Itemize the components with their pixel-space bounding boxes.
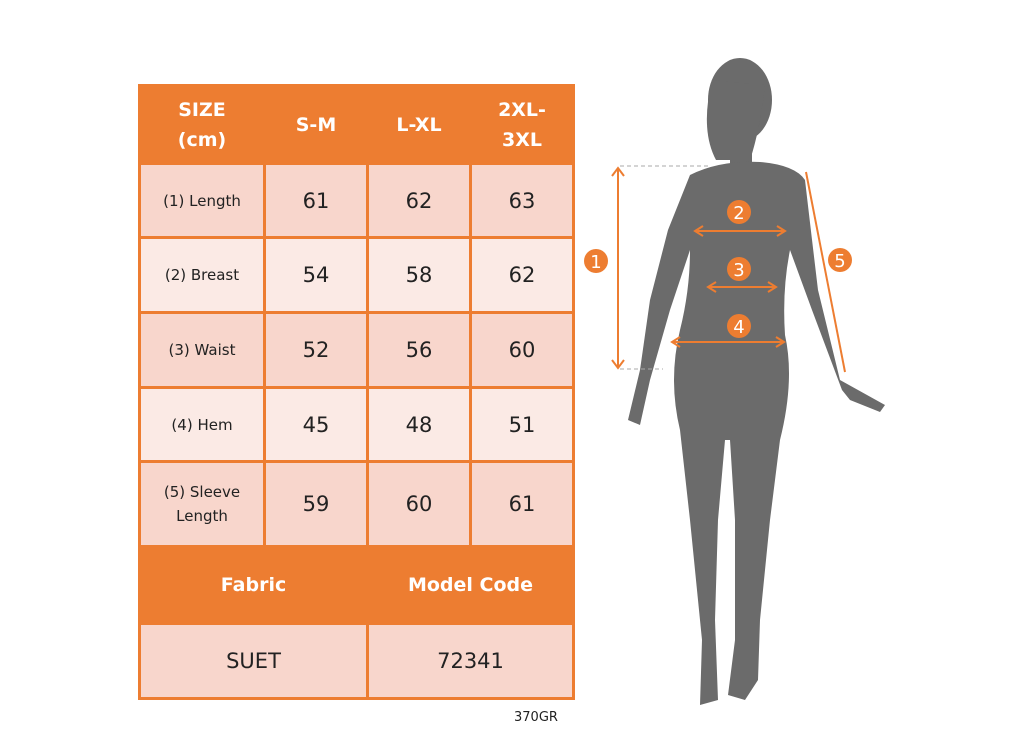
header-size: SIZE (cm) [138,84,266,165]
svg-text:4: 4 [733,317,744,338]
cell: 63 [469,162,575,239]
cell: 51 [469,386,575,463]
marker-3: 3 [727,257,751,281]
svg-text:2: 2 [733,203,744,224]
row-label: (1) Length [138,162,266,239]
cell: 60 [366,460,472,548]
header-s-m: S-M [263,84,369,165]
cell: 60 [469,311,575,389]
table-row: (4) Hem 45 48 51 [138,386,575,463]
row-label: (4) Hem [138,386,266,463]
row-label: (3) Waist [138,311,266,389]
header-l-xl: L-XL [366,84,472,165]
marker-1: 1 [584,249,608,273]
header-2xl-3xl: 2XL-3XL [469,84,575,165]
svg-text:3: 3 [733,260,744,281]
cell: 52 [263,311,369,389]
cell: 54 [263,236,369,314]
table-row: (3) Waist 52 56 60 [138,311,575,389]
footer-row: SUET 72341 [138,622,575,700]
body-measurement-figure: 1 2 3 4 5 [584,58,885,705]
svg-text:1: 1 [590,252,601,273]
table-row: (2) Breast 54 58 62 [138,236,575,314]
footer-header-row: Fabric Model Code [138,545,575,625]
svg-text:5: 5 [834,251,845,272]
row-label: (5) Sleeve Length [138,460,266,548]
cell: 62 [366,162,472,239]
cell: 59 [263,460,369,548]
cell: 58 [366,236,472,314]
cell: 56 [366,311,472,389]
header-fabric: Fabric [138,545,369,625]
cell: 48 [366,386,472,463]
marker-5: 5 [828,248,852,272]
cell: 61 [263,162,369,239]
fabric-value: SUET [138,622,369,700]
marker-4: 4 [727,314,751,338]
model-code-value: 72341 [366,622,575,700]
cell: 45 [263,386,369,463]
table-row: (5) Sleeve Length 59 60 61 [138,460,575,548]
size-chart-table: SIZE (cm) S-M L-XL 2XL-3XL (1) Length 61… [138,84,575,700]
row-label: (2) Breast [138,236,266,314]
table-row: (1) Length 61 62 63 [138,162,575,239]
guide-lines [620,165,708,370]
header-row: SIZE (cm) S-M L-XL 2XL-3XL [138,84,575,165]
cell: 62 [469,236,575,314]
fabric-weight: 370GR [514,710,558,725]
marker-2: 2 [727,200,751,224]
header-model-code: Model Code [366,545,575,625]
cell: 61 [469,460,575,548]
silhouette [628,58,885,705]
measurement-arrows [611,166,846,373]
